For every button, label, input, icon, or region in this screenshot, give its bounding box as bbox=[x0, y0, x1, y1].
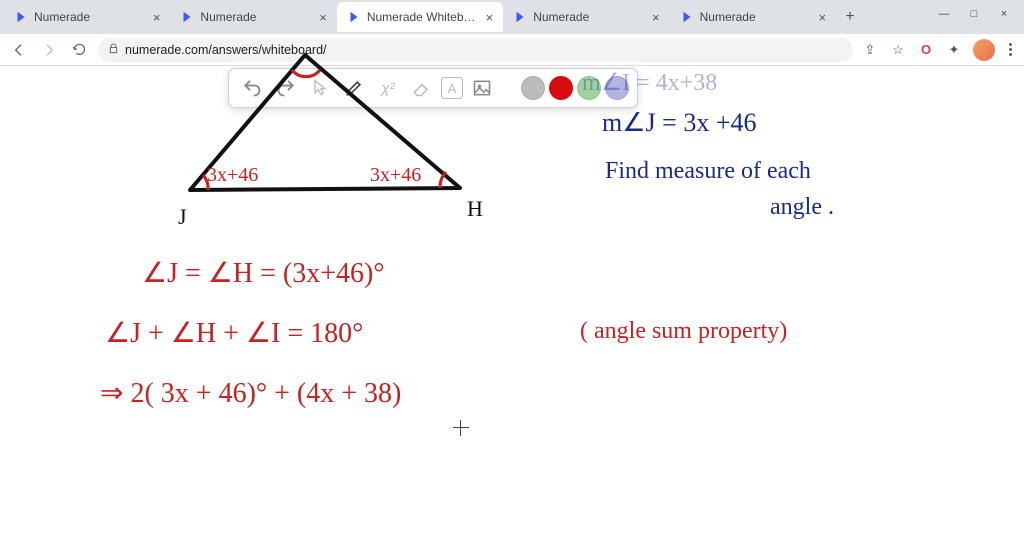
handwriting-line: m∠I = 4x+38 bbox=[582, 68, 717, 97]
angle-j-label: 3x+46 bbox=[207, 164, 258, 187]
maximize-button[interactable]: □ bbox=[968, 8, 980, 20]
whiteboard-canvas[interactable]: χ² A J H 3x+46 3x+46 m∠I = 4x+38m∠J = 3x… bbox=[0, 66, 1024, 550]
tab-label: Numerade bbox=[533, 10, 646, 24]
new-tab-button[interactable]: + bbox=[836, 8, 864, 26]
minimize-button[interactable]: — bbox=[938, 8, 950, 20]
forward-button[interactable] bbox=[38, 39, 60, 61]
reload-button[interactable] bbox=[68, 39, 90, 61]
angle-h-label: 3x+46 bbox=[370, 164, 421, 187]
close-icon[interactable]: × bbox=[153, 10, 161, 25]
favicon-icon bbox=[347, 10, 361, 24]
vertex-j-label: J bbox=[178, 204, 187, 230]
star-icon[interactable]: ☆ bbox=[889, 41, 907, 59]
crosshair-cursor bbox=[453, 420, 469, 436]
tab-label: Numerade Whiteboard bbox=[367, 10, 480, 24]
tab-numerade-5[interactable]: Numerade × bbox=[670, 2, 836, 32]
color-gray[interactable] bbox=[521, 76, 545, 100]
close-icon[interactable]: × bbox=[486, 10, 494, 25]
vertex-h-label: H bbox=[467, 196, 483, 222]
favicon-icon bbox=[14, 10, 28, 24]
close-icon[interactable]: × bbox=[652, 10, 660, 25]
tab-numerade-1[interactable]: Numerade × bbox=[4, 2, 170, 32]
extension-icon[interactable]: ✦ bbox=[945, 41, 963, 59]
tab-label: Numerade bbox=[34, 10, 147, 24]
handwriting-line: angle . bbox=[770, 194, 834, 221]
browser-tabs: Numerade × Numerade × Numerade Whiteboar… bbox=[0, 0, 1024, 34]
favicon-icon bbox=[680, 10, 694, 24]
handwriting-line: ( angle sum property) bbox=[580, 318, 787, 345]
triangle-diagram bbox=[130, 40, 500, 220]
tab-numerade-4[interactable]: Numerade × bbox=[503, 2, 669, 32]
close-window-button[interactable]: × bbox=[998, 8, 1010, 20]
color-red[interactable] bbox=[549, 76, 573, 100]
favicon-icon bbox=[513, 10, 527, 24]
share-icon[interactable]: ⇪ bbox=[861, 41, 879, 59]
handwriting-line: Find measure of each bbox=[605, 158, 811, 185]
close-icon[interactable]: × bbox=[818, 10, 826, 25]
handwriting-line: m∠J = 3x +46 bbox=[602, 108, 756, 138]
tab-label: Numerade bbox=[700, 10, 813, 24]
handwriting-line: ∠J = ∠H = (3x+46)° bbox=[142, 256, 385, 290]
close-icon[interactable]: × bbox=[319, 10, 327, 25]
menu-button[interactable] bbox=[1005, 43, 1016, 56]
opera-icon[interactable]: O bbox=[917, 41, 935, 59]
tab-whiteboard[interactable]: Numerade Whiteboard × bbox=[337, 2, 503, 32]
favicon-icon bbox=[180, 10, 194, 24]
back-button[interactable] bbox=[8, 39, 30, 61]
lock-icon bbox=[108, 43, 119, 57]
tab-numerade-2[interactable]: Numerade × bbox=[170, 2, 336, 32]
handwriting-line: ∠J + ∠H + ∠I = 180° bbox=[105, 316, 363, 350]
handwriting-line: ⇒ 2( 3x + 46)° + (4x + 38) bbox=[100, 376, 401, 410]
tab-label: Numerade bbox=[200, 10, 313, 24]
profile-avatar[interactable] bbox=[973, 39, 995, 61]
